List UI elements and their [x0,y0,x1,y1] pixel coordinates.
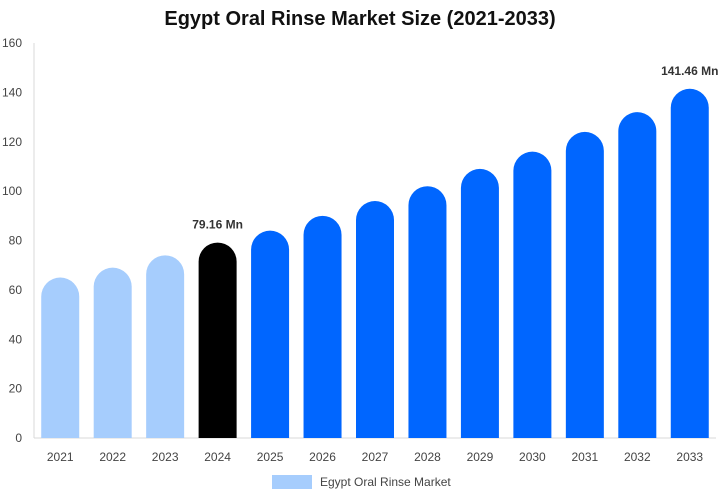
bar-2028 [408,186,447,438]
x-tick-label: 2022 [99,450,126,464]
x-tick-label: 2027 [362,450,389,464]
y-tick-label: 80 [9,234,23,248]
y-tick-label: 0 [15,431,22,445]
bar-2021 [41,277,80,438]
y-tick-label: 20 [9,382,23,396]
bar-2023 [146,255,185,438]
y-tick-label: 160 [2,36,22,50]
x-tick-label: 2029 [467,450,494,464]
bar-2024 [198,242,237,438]
bar-2031 [565,131,604,438]
legend-label: Egypt Oral Rinse Market [320,475,451,489]
x-tick-label: 2021 [47,450,74,464]
y-tick-label: 120 [2,135,22,149]
data-label: 141.46 Mn [661,64,718,78]
bar-2022 [93,267,132,438]
legend: Egypt Oral Rinse Market [272,475,451,489]
x-tick-label: 2030 [519,450,546,464]
bars [41,88,709,438]
y-tick-label: 140 [2,85,22,99]
bar-2030 [513,151,552,438]
y-tick-label: 40 [9,332,23,346]
x-tick-label: 2031 [571,450,598,464]
x-tick-label: 2024 [204,450,231,464]
data-label: 79.16 Mn [192,218,243,232]
x-tick-label: 2028 [414,450,441,464]
y-tick-label: 100 [2,184,22,198]
x-axis: 2021 2022 2023 2024 2025 2026 2027 2028 2029 2030… [34,437,716,464]
chart-title: Egypt Oral Rinse Market Size (2021-2033) [164,8,556,30]
bar-2033 [670,88,709,438]
x-tick-label: 2033 [676,450,703,464]
bar-2027 [356,201,394,438]
x-tick-label: 2023 [152,450,179,464]
legend-swatch [272,475,312,489]
x-tick-label: 2032 [624,450,651,464]
x-tick-label: 2026 [309,450,336,464]
data-labels: 79.16 Mn 141.46 Mn [192,64,718,232]
x-tick-label: 2025 [257,450,284,464]
bar-2032 [618,112,657,438]
bar-2029 [460,168,499,438]
y-axis: 0 20 40 60 80 100 120 140 160 [2,36,35,445]
bar-2026 [303,215,342,438]
bar-2025 [251,230,290,438]
y-tick-label: 60 [9,283,23,297]
